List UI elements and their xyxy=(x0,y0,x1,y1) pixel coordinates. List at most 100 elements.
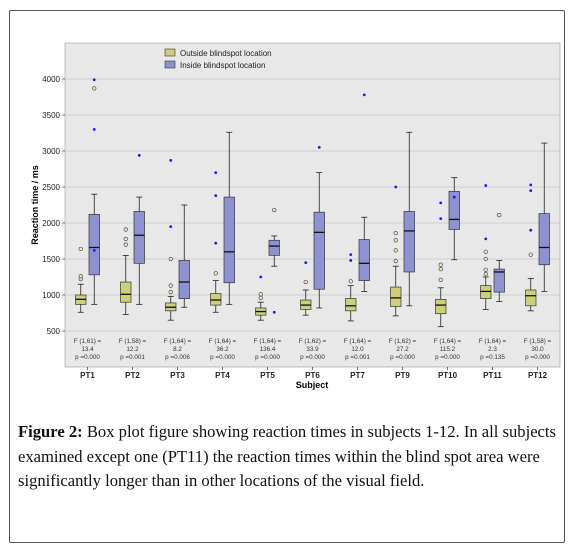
extreme-point xyxy=(304,261,308,264)
stat-label: 13.4 xyxy=(81,346,94,353)
x-tick-label: PT5 xyxy=(260,371,275,380)
outlier-point xyxy=(438,277,443,282)
box-iqr xyxy=(435,298,447,315)
extreme-point xyxy=(529,183,533,187)
outlier-point xyxy=(393,238,398,243)
outlier-point xyxy=(393,230,398,236)
outlier-point xyxy=(168,290,173,295)
box-iqr xyxy=(223,196,235,284)
box-iqr xyxy=(120,281,132,303)
extreme-point xyxy=(439,217,443,221)
y-axis-title: Reaction time / ms xyxy=(30,165,40,245)
box-iqr xyxy=(358,239,370,281)
extreme-point xyxy=(259,275,263,279)
box-iqr xyxy=(448,190,460,230)
stat-label: p =0.000 xyxy=(300,354,325,361)
extreme-point xyxy=(214,241,218,245)
stat-label: p =0.000 xyxy=(525,354,550,361)
box-PT4-inside xyxy=(223,131,235,305)
outlier-point xyxy=(168,283,173,288)
box-PT10-outside xyxy=(435,201,447,328)
box-PT2-outside xyxy=(120,227,132,315)
extreme-point xyxy=(137,153,141,157)
outlier-point xyxy=(123,236,128,241)
outlier-point xyxy=(303,279,308,285)
y-tick-label: 3500 xyxy=(42,111,60,120)
box-iqr xyxy=(403,211,415,273)
extreme-point xyxy=(394,185,398,189)
extreme-point xyxy=(92,248,96,252)
stat-label: 8.2 xyxy=(173,346,182,353)
outlier-point xyxy=(78,246,83,252)
stat-label: p =0.001 xyxy=(120,354,145,361)
outlier-point xyxy=(483,249,488,254)
legend-swatch-inside xyxy=(164,60,176,69)
box-PT3-outside xyxy=(165,158,177,321)
box-PT5-outside xyxy=(255,275,267,321)
legend: Outside blindspot location Inside blinds… xyxy=(164,48,272,70)
box-PT2-inside xyxy=(133,153,145,305)
stat-label: p =0.000 xyxy=(435,354,460,361)
stat-label: F (1,64) = xyxy=(479,338,507,345)
outlier-point xyxy=(78,274,83,279)
stat-label: 36.2 xyxy=(216,346,229,353)
box-PT11-outside xyxy=(480,184,492,310)
extreme-point xyxy=(452,195,456,199)
box-PT3-inside xyxy=(178,204,190,308)
box-PT6-inside xyxy=(313,146,325,309)
x-tick-label: PT7 xyxy=(350,371,365,380)
legend-label-outside: Outside blindspot location xyxy=(180,49,272,58)
box-iqr xyxy=(345,298,357,312)
extreme-point xyxy=(92,127,96,131)
box-PT4-outside xyxy=(210,171,222,313)
x-tick-label: PT11 xyxy=(483,371,502,380)
extreme-point xyxy=(484,184,488,187)
box-iqr xyxy=(88,214,100,276)
box-plot-chart: 500 1000 1500 2000 2500 3000 3500 4000 F (1,61)… xyxy=(30,42,561,390)
outlier-point xyxy=(258,292,263,297)
stat-label: F (1,62) = xyxy=(299,338,327,345)
extreme-point xyxy=(317,146,321,149)
extreme-point xyxy=(214,171,218,175)
box-PT1-inside xyxy=(88,78,100,305)
stat-label: p =0.000 xyxy=(390,354,415,361)
outlier-point xyxy=(348,279,353,284)
outlier-point xyxy=(123,227,128,232)
outlier-point xyxy=(123,242,128,247)
y-tick-label: 1500 xyxy=(42,255,60,264)
y-tick-label: 3000 xyxy=(42,147,60,156)
x-tick-label: PT1 xyxy=(80,371,95,380)
stat-label: F (1,58) = xyxy=(524,338,552,345)
plot-area xyxy=(64,42,561,368)
stat-label: F (1,64) = xyxy=(209,338,237,345)
stat-label: 27.2 xyxy=(396,346,409,353)
box-iqr xyxy=(178,260,190,299)
stat-label: p =0.006 xyxy=(165,354,190,361)
x-axis-ticks: PT1 PT2 PT3 PT4 PT5 PT6 PT7 PT9 PT10 PT11 PT12 xyxy=(80,367,548,380)
stat-label: F (1,64) = xyxy=(254,338,282,345)
outlier-point xyxy=(483,267,488,272)
extreme-point xyxy=(529,189,533,193)
stat-label: p =0.000 xyxy=(210,354,235,361)
extreme-point xyxy=(169,158,173,162)
stat-label: p =0.001 xyxy=(345,354,370,361)
box-iqr xyxy=(390,286,402,307)
y-tick-label: 4000 xyxy=(42,75,60,84)
y-axis-ticks: 500 1000 1500 2000 2500 3000 3500 4000 xyxy=(42,75,65,336)
x-tick-label: PT10 xyxy=(438,371,458,380)
x-tick-label: PT2 xyxy=(125,371,140,380)
x-tick-label: PT3 xyxy=(170,371,185,380)
legend-swatch-outside xyxy=(164,48,176,57)
box-PT6-outside xyxy=(300,261,312,316)
box-layer xyxy=(75,78,550,328)
stat-label: F (1,62) = xyxy=(389,338,417,345)
legend-label-inside: Inside blindspot location xyxy=(180,61,265,70)
stat-label: 115.2 xyxy=(440,346,456,353)
box-PT9-inside xyxy=(403,131,415,307)
box-PT1-outside xyxy=(75,246,87,313)
box-iqr xyxy=(538,213,550,266)
extreme-point xyxy=(439,201,443,205)
outlier-point xyxy=(483,272,488,277)
x-tick-label: PT12 xyxy=(528,371,548,380)
